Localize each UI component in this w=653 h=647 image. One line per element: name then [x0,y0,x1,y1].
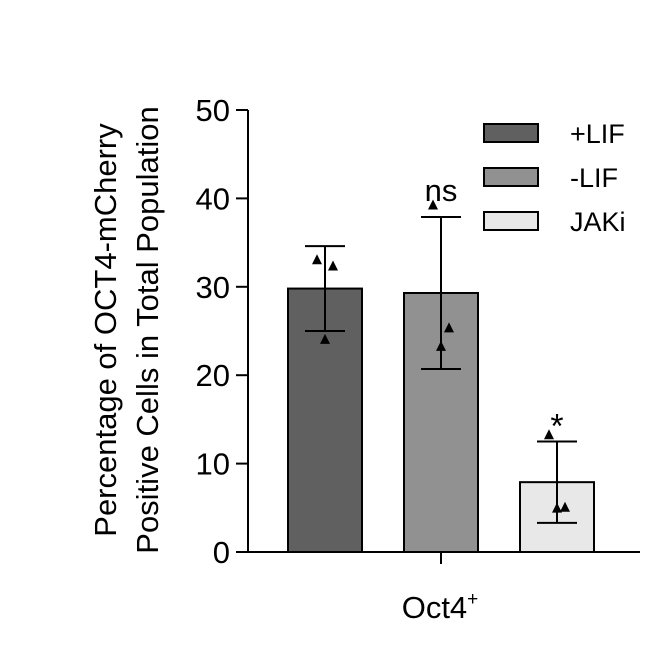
y-tick-label: 40 [196,181,230,216]
data-point-triangle [320,333,330,344]
data-point-triangle [544,429,554,440]
legend-label: +LIF [570,119,625,149]
y-tick-label: 0 [213,535,230,570]
legend-swatch [483,123,539,143]
data-point-triangle [552,502,562,513]
significance-label: ns [425,173,458,208]
data-point-triangle [312,254,322,265]
legend: +LIF -LIF JAKi [483,119,626,237]
y-axis-title-line2: Positive Cells in Total Population [130,106,165,553]
y-tick-label: 10 [196,447,230,482]
data-points [312,199,570,513]
x-axis-label-superscript: + [467,589,478,610]
data-point-triangle [560,501,570,512]
y-tick-label: 30 [196,270,230,305]
legend-label: -LIF [570,163,618,193]
data-point-triangle [436,340,446,351]
significance-annotations: ns * [425,173,564,446]
legend-swatch [483,167,539,187]
y-axis-ticks: 0 10 20 30 40 50 [196,93,248,570]
bar [287,287,363,553]
legend-label: JAKi [570,207,626,237]
y-axis-title: Percentage of OCT4-mCherry Positive Cell… [88,106,165,553]
y-tick-label: 20 [196,358,230,393]
x-axis-label-text: Oct4 [402,590,467,625]
data-point-triangle [444,322,454,333]
legend-swatch [483,211,539,231]
significance-label: * [550,408,563,446]
y-tick-label: 50 [196,93,230,128]
data-point-triangle [328,260,338,271]
x-axis-category-label: Oct4+ [402,589,479,625]
y-axis-title-line1: Percentage of OCT4-mCherry [88,123,123,537]
bars [287,287,595,553]
data-point-triangle [428,199,438,210]
